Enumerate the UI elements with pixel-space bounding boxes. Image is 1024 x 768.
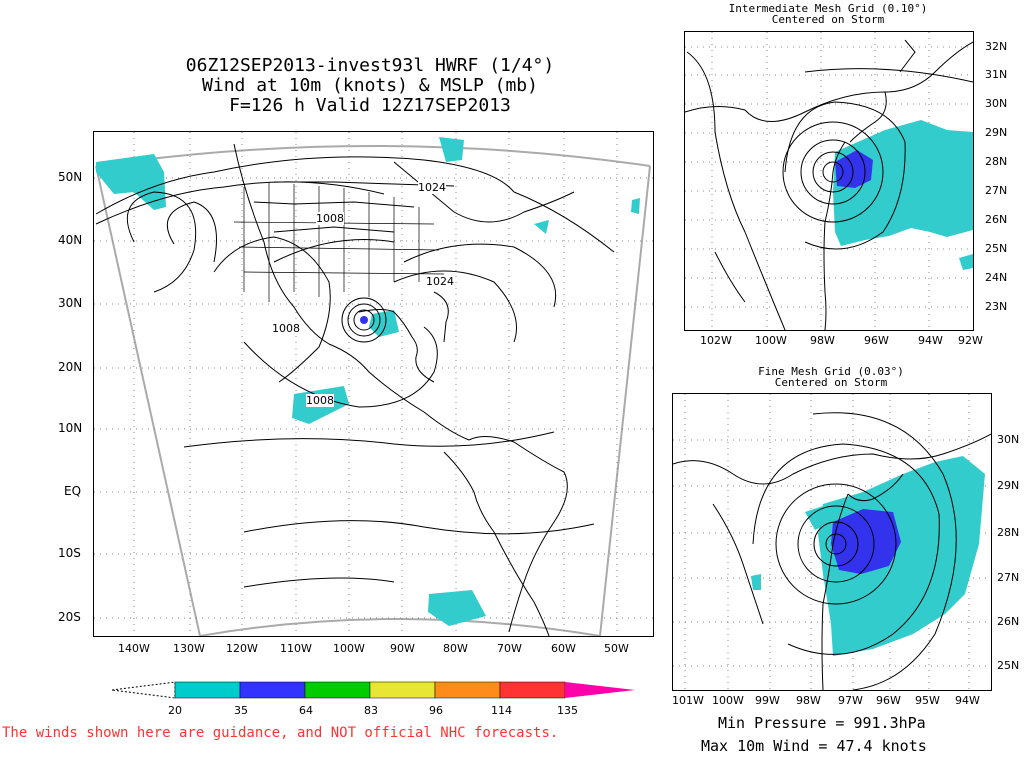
fine-lon-label: 95W (915, 694, 940, 707)
intermediate-lat-label: 32N (985, 40, 1008, 53)
min-pressure-text: Min Pressure = 991.3hPa (718, 714, 926, 732)
wind-legend-bar (111, 681, 635, 699)
main-lat-label: EQ (64, 484, 82, 498)
intermediate-lon-label: 92W (958, 334, 983, 347)
main-lon-label: 90W (390, 642, 415, 655)
intermediate-lat-label: 23N (985, 300, 1008, 313)
intermediate-lat-label: 30N (985, 97, 1008, 110)
intermediate-panel-title: Intermediate Mesh Grid (0.10°) (728, 2, 928, 15)
fine-panel-subtitle: Centered on Storm (774, 376, 888, 389)
intermediate-lon-label: 100W (755, 334, 787, 347)
legend-label: 96 (429, 704, 443, 717)
legend-label: 20 (168, 704, 182, 717)
main-lat-label: 10N (58, 421, 83, 435)
intermediate-lat-label: 29N (985, 126, 1008, 139)
intermediate-lat-label: 26N (985, 213, 1008, 226)
intermediate-lat-label: 25N (985, 242, 1008, 255)
title-line-1: 06Z12SEP2013-invest93l HWRF (1/4°) (185, 55, 555, 76)
intermediate-lat-label: 27N (985, 184, 1008, 197)
fine-panel-header: Fine Mesh Grid (0.03°) Centered on Storm (672, 366, 990, 388)
main-lon-label: 80W (443, 642, 468, 655)
main-lon-label: 60W (551, 642, 576, 655)
main-lat-label: 50N (58, 170, 83, 184)
title-line-2: Wind at 10m (knots) & MSLP (mb) (202, 75, 538, 96)
intermediate-lon-label: 98W (810, 334, 835, 347)
main-lat-label: 10S (58, 546, 81, 560)
legend-label: 64 (299, 704, 313, 717)
main-lon-label: 110W (280, 642, 312, 655)
fine-lat-label: 25N (997, 659, 1020, 672)
contour-label-1024-a: 1024 (418, 181, 446, 194)
fine-lon-label: 101W (672, 694, 704, 707)
contour-label-1008-b: 1008 (272, 322, 300, 335)
main-lat-label: 20S (58, 610, 81, 624)
main-lon-label: 140W (118, 642, 150, 655)
fine-lat-label: 28N (997, 526, 1020, 539)
main-lon-label: 130W (173, 642, 205, 655)
fine-lon-label: 96W (876, 694, 901, 707)
main-lon-label: 70W (497, 642, 522, 655)
main-lat-label: 30N (58, 296, 83, 310)
main-title: 06Z12SEP2013-invest93l HWRF (1/4°) Wind … (90, 56, 650, 116)
fine-lon-label: 98W (796, 694, 821, 707)
fine-lon-label: 94W (955, 694, 980, 707)
main-lat-label: 40N (58, 233, 83, 247)
legend-label: 35 (234, 704, 248, 717)
legend-label: 114 (491, 704, 512, 717)
fine-lon-label: 97W (838, 694, 863, 707)
contour-label-1024-b: 1024 (426, 275, 454, 288)
legend-label: 135 (557, 704, 578, 717)
fine-lat-label: 30N (997, 433, 1020, 446)
main-lon-label: 50W (604, 642, 629, 655)
intermediate-lat-label: 24N (985, 271, 1008, 284)
main-lon-label: 120W (226, 642, 258, 655)
fine-map-panel (672, 393, 992, 691)
wind-legend: 20 35 64 83 96 114 135 (110, 680, 640, 720)
legend-label: 83 (364, 704, 378, 717)
disclaimer-text: The winds shown here are guidance, and N… (2, 725, 559, 741)
main-lat-label: 20N (58, 360, 83, 374)
main-map (94, 132, 653, 636)
main-lon-label: 100W (333, 642, 365, 655)
intermediate-lon-label: 102W (700, 334, 732, 347)
intermediate-lat-label: 31N (985, 68, 1008, 81)
fine-lon-label: 99W (755, 694, 780, 707)
intermediate-panel-subtitle: Centered on Storm (771, 13, 885, 26)
contour-label-1008-c: 1008 (306, 394, 334, 407)
max-wind-text: Max 10m Wind = 47.4 knots (701, 737, 927, 755)
fine-lat-label: 27N (997, 571, 1020, 584)
title-line-3: F=126 h Valid 12Z17SEP2013 (229, 95, 511, 116)
intermediate-lon-label: 96W (864, 334, 889, 347)
intermediate-panel-header: Intermediate Mesh Grid (0.10°) Centered … (684, 3, 972, 25)
fine-lat-label: 29N (997, 479, 1020, 492)
fine-map (673, 394, 991, 690)
main-map-panel: 1024 1008 1024 1008 1008 (93, 131, 654, 637)
fine-panel-title: Fine Mesh Grid (0.03°) (758, 365, 904, 378)
fine-lat-label: 26N (997, 615, 1020, 628)
intermediate-map (685, 32, 973, 330)
contour-label-1008-a: 1008 (316, 212, 344, 225)
fine-lon-label: 100W (712, 694, 744, 707)
intermediate-map-panel (684, 31, 974, 331)
intermediate-lat-label: 28N (985, 155, 1008, 168)
intermediate-lon-label: 94W (918, 334, 943, 347)
